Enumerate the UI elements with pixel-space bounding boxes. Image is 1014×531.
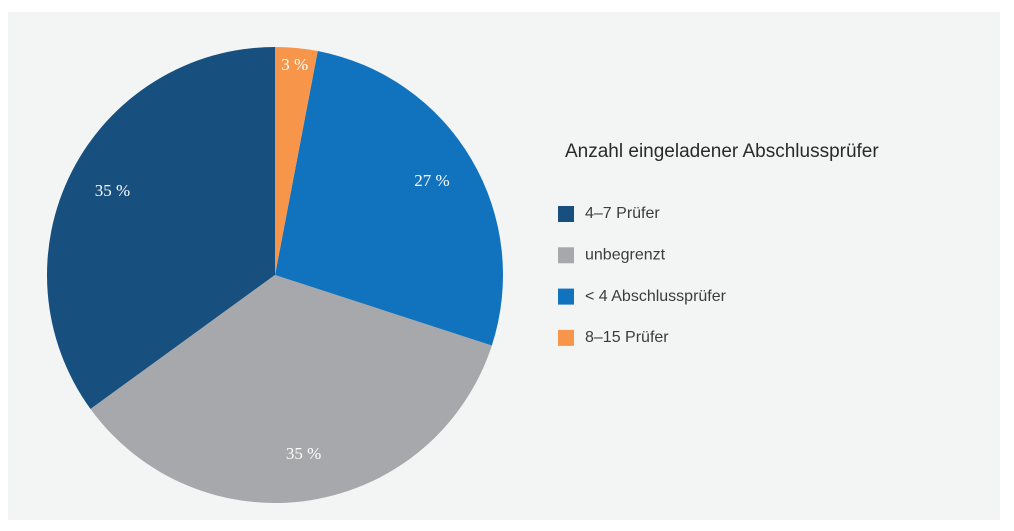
legend-swatch: [558, 329, 574, 346]
pie-slice: [275, 47, 318, 275]
legend-title: Anzahl eingeladener Abschlussprüfer: [565, 141, 879, 162]
slice-label: 35 %: [95, 181, 130, 200]
slice-label: 3 %: [281, 55, 308, 74]
legend-label: unbegrenzt: [585, 247, 666, 264]
legend-label: 8–15 Prüfer: [585, 329, 669, 346]
legend-swatch: [558, 247, 574, 264]
legend-label: 4–7 Prüfer: [585, 205, 660, 222]
legend-swatch: [558, 288, 574, 305]
pie-slice: [275, 51, 503, 346]
pie-slice: [46, 47, 276, 410]
pie-slice: [90, 275, 492, 503]
legend-label: < 4 Abschlussprüfer: [585, 288, 727, 305]
slice-label: 35 %: [286, 444, 321, 463]
legend-swatch: [558, 206, 574, 222]
slice-label: 27 %: [414, 171, 449, 190]
